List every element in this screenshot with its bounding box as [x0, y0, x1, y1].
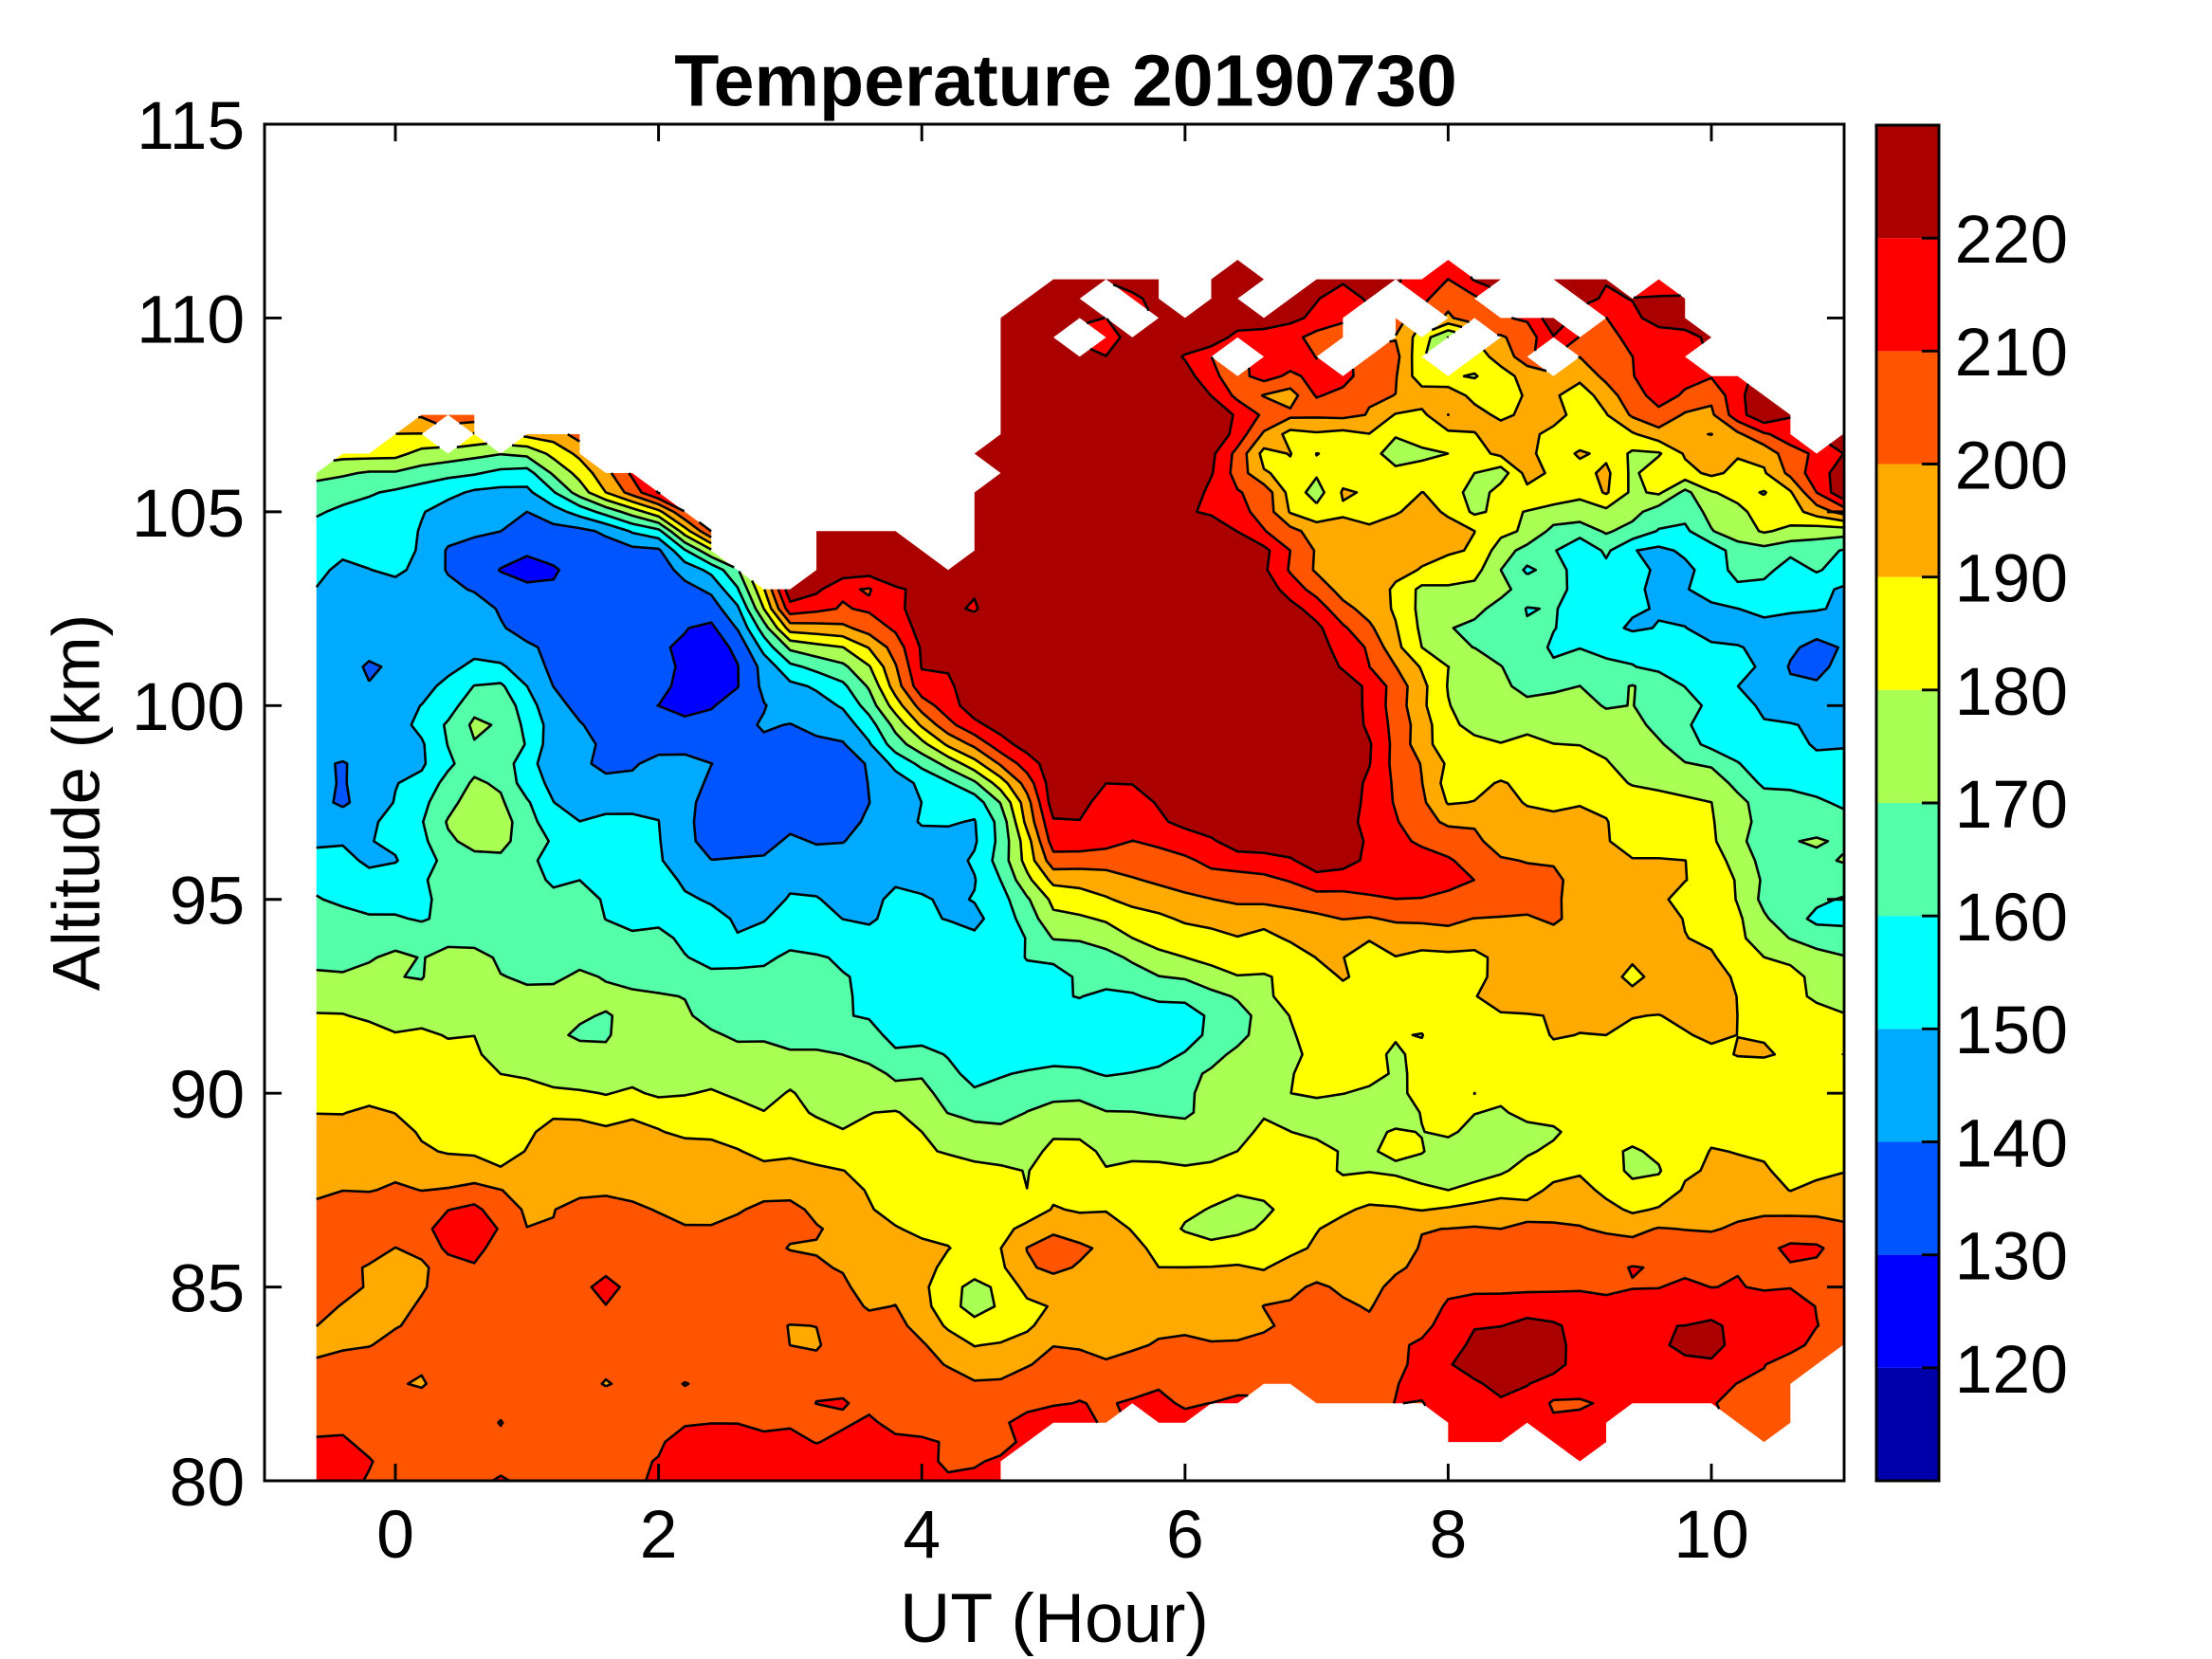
svg-text:110: 110	[137, 282, 245, 357]
svg-text:80: 80	[170, 1445, 246, 1521]
svg-text:105: 105	[132, 476, 245, 552]
svg-text:95: 95	[170, 864, 246, 939]
svg-text:140: 140	[1955, 1105, 2068, 1181]
svg-text:115: 115	[137, 88, 245, 164]
svg-text:8: 8	[1429, 1497, 1467, 1573]
svg-text:6: 6	[1166, 1497, 1204, 1573]
svg-text:0: 0	[376, 1497, 414, 1573]
svg-text:Temperature 20190730: Temperature 20190730	[674, 41, 1457, 122]
svg-text:220: 220	[1955, 202, 2068, 278]
svg-text:UT (Hour): UT (Hour)	[900, 1578, 1209, 1657]
svg-text:150: 150	[1955, 993, 2068, 1068]
svg-text:180: 180	[1955, 654, 2068, 730]
svg-text:4: 4	[903, 1497, 941, 1573]
svg-text:210: 210	[1955, 315, 2068, 391]
svg-text:90: 90	[170, 1057, 246, 1133]
svg-text:190: 190	[1955, 541, 2068, 617]
svg-text:85: 85	[170, 1250, 246, 1326]
svg-text:120: 120	[1955, 1332, 2068, 1408]
svg-text:2: 2	[640, 1497, 678, 1573]
svg-text:Altitude (km): Altitude (km)	[40, 614, 115, 992]
svg-text:170: 170	[1955, 767, 2068, 843]
svg-text:10: 10	[1673, 1497, 1749, 1573]
svg-text:100: 100	[132, 669, 245, 745]
svg-text:130: 130	[1955, 1219, 2068, 1295]
svg-text:200: 200	[1955, 428, 2068, 503]
svg-text:160: 160	[1955, 880, 2068, 956]
